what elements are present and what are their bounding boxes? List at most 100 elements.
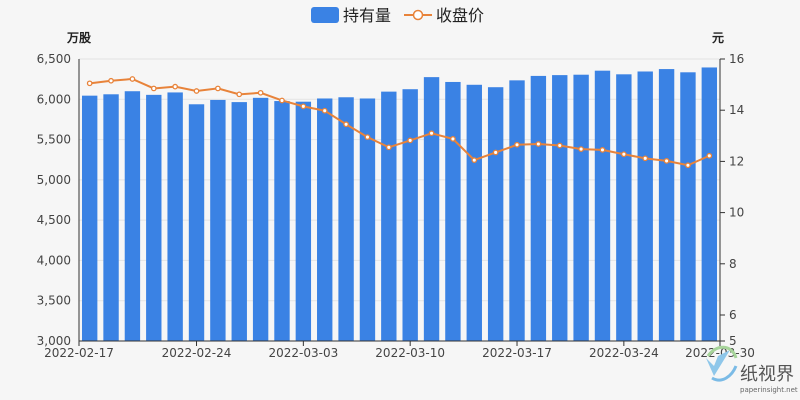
bar[interactable] <box>274 101 290 341</box>
bar[interactable] <box>701 67 718 342</box>
bar[interactable] <box>573 74 589 341</box>
bar[interactable] <box>423 77 440 341</box>
bar[interactable] <box>530 75 547 342</box>
left-axis-tick-label: 6,500 <box>37 52 71 66</box>
bar[interactable] <box>445 81 461 341</box>
line-point[interactable] <box>706 152 713 159</box>
bar[interactable] <box>402 89 418 341</box>
bar[interactable] <box>317 98 333 341</box>
bar-series <box>81 67 718 342</box>
close-price-line <box>89 77 710 167</box>
bar[interactable] <box>188 104 205 341</box>
watermark: 纸视界 paperinsight.net <box>706 345 798 394</box>
right-axis-unit: 元 <box>712 31 724 45</box>
line-point[interactable] <box>129 76 136 82</box>
left-axis-tick-label: 5,500 <box>37 133 71 147</box>
line-series <box>86 76 713 169</box>
line-point[interactable] <box>108 77 114 84</box>
bar[interactable] <box>338 97 354 342</box>
line-point[interactable] <box>514 141 520 148</box>
line-point[interactable] <box>385 144 392 151</box>
line-point[interactable] <box>86 80 93 87</box>
line-point[interactable] <box>150 85 157 92</box>
bar[interactable] <box>487 87 504 341</box>
line-point[interactable] <box>343 121 349 128</box>
watermark-title: 纸视界 <box>740 364 794 385</box>
bar[interactable] <box>167 92 183 342</box>
line-point[interactable] <box>450 136 456 142</box>
x-axis-tick-label: 2022-02-24 <box>162 346 232 360</box>
left-axis-tick-label: 3,500 <box>37 294 71 308</box>
line-point[interactable] <box>471 157 478 163</box>
line-point[interactable] <box>215 85 221 92</box>
x-axis-tick-label: 2022-03-17 <box>482 346 552 360</box>
watermark-subtitle: paperinsight.net <box>740 386 798 394</box>
line-point[interactable] <box>172 83 178 90</box>
line-point[interactable] <box>279 97 285 104</box>
left-axis-tick-label: 6,000 <box>37 92 71 106</box>
legend-label[interactable]: 持有量 <box>343 6 391 25</box>
bar[interactable] <box>81 95 98 341</box>
bar[interactable] <box>359 98 376 341</box>
bar[interactable] <box>680 72 696 342</box>
right-axis-tick-label: 16 <box>729 52 744 66</box>
axes: 3,000 3,500 4,000 4,500 5,000 5,500 6,000 6,500… <box>37 30 755 360</box>
bar[interactable] <box>637 71 653 341</box>
left-axis-tick-label: 4,500 <box>37 213 71 227</box>
bar[interactable] <box>381 91 397 341</box>
line-point[interactable] <box>556 142 563 149</box>
bar[interactable] <box>124 91 141 341</box>
x-axis-tick-label: 2022-03-30 <box>685 346 755 360</box>
left-axis-tick-label: 4,000 <box>37 253 71 267</box>
line-point[interactable] <box>407 137 414 144</box>
legend-bar-swatch <box>311 7 339 23</box>
bar[interactable] <box>231 102 247 341</box>
bar[interactable] <box>658 69 675 342</box>
right-axis-tick-label: 14 <box>729 103 744 117</box>
line-point[interactable] <box>193 88 200 94</box>
x-axis-tick-label: 2022-02-17 <box>44 346 114 360</box>
line-point[interactable] <box>300 103 307 110</box>
line-point[interactable] <box>535 141 542 147</box>
right-axis-tick-label: 5 <box>729 334 737 348</box>
line-point[interactable] <box>663 158 670 164</box>
right-axis-tick-label: 8 <box>729 257 737 271</box>
line-point[interactable] <box>642 155 649 162</box>
bar[interactable] <box>509 80 525 341</box>
x-axis-tick-label: 2022-03-03 <box>268 346 338 360</box>
line-point[interactable] <box>428 130 435 137</box>
bar[interactable] <box>616 74 632 342</box>
bar[interactable] <box>295 101 312 342</box>
bar[interactable] <box>252 97 269 342</box>
right-axis-tick-label: 10 <box>729 206 744 220</box>
bar[interactable] <box>466 84 482 341</box>
left-axis-unit: 万股 <box>66 30 92 45</box>
bar[interactable] <box>210 99 226 341</box>
line-point[interactable] <box>599 147 606 153</box>
left-axis-tick-label: 5,000 <box>37 173 71 187</box>
grid-layer <box>79 58 720 302</box>
right-axis-tick-label: 6 <box>729 308 737 322</box>
line-point[interactable] <box>236 91 243 98</box>
line-point[interactable] <box>578 146 584 152</box>
line-point[interactable] <box>620 151 627 158</box>
line-point[interactable] <box>492 149 499 156</box>
legend-line-marker <box>412 9 424 21</box>
line-point[interactable] <box>364 134 371 140</box>
x-axis-tick-label: 2022-03-10 <box>375 346 445 360</box>
left-axis-tick-label: 3,000 <box>37 334 71 348</box>
bar[interactable] <box>552 75 568 341</box>
legend-label[interactable]: 收盘价 <box>436 6 484 25</box>
watermark-logo-icon <box>706 345 738 382</box>
line-point[interactable] <box>321 107 328 114</box>
bar[interactable] <box>146 94 162 342</box>
bar[interactable] <box>594 70 611 341</box>
legend[interactable]: 持有量 收盘价 <box>311 6 484 25</box>
line-point[interactable] <box>685 162 691 169</box>
x-axis-tick-label: 2022-03-24 <box>589 346 659 360</box>
line-point[interactable] <box>257 89 264 96</box>
right-axis-tick-label: 12 <box>729 154 744 168</box>
bar[interactable] <box>103 94 119 341</box>
